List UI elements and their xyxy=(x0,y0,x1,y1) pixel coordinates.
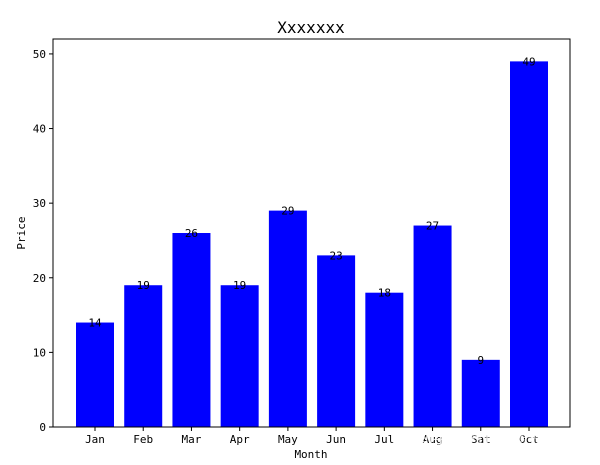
x-tick-label-oct: Oct xyxy=(519,433,539,446)
x-tick-label-aug: Aug xyxy=(423,433,443,446)
plot-frame xyxy=(52,38,571,428)
bar-feb xyxy=(124,285,163,427)
x-axis-ticks: Jan Feb Mar Apr May Jun Jul Aug Sat Oct xyxy=(85,427,539,446)
bar-mar xyxy=(172,233,211,427)
bar-value-label-aug: 27 xyxy=(426,220,439,233)
x-tick-label-mar: Mar xyxy=(182,433,202,446)
bar-jan xyxy=(76,322,114,427)
y-tick-label-0: 0 xyxy=(39,421,46,434)
x-tick-label-feb: Feb xyxy=(133,433,153,446)
y-axis-label: Price xyxy=(15,216,28,249)
bar-sat xyxy=(461,359,500,427)
bar-may xyxy=(268,210,307,427)
x-tick-label-may: May xyxy=(278,433,298,446)
watermark: 知乎 @村长只想养生 xyxy=(418,430,558,448)
bar-value-label-feb: 19 xyxy=(137,279,150,292)
x-tick-label-jul: Jul xyxy=(374,433,394,446)
bar-value-label-mar: 26 xyxy=(185,227,198,240)
bar-aug xyxy=(413,225,452,427)
y-tick-label-20: 20 xyxy=(33,272,46,285)
bar-value-label-may: 29 xyxy=(281,205,294,218)
bar-oct xyxy=(510,61,548,428)
bar-value-label-oct: 49 xyxy=(522,55,535,68)
y-tick-label-30: 30 xyxy=(33,197,46,210)
bar-jun xyxy=(317,255,356,427)
y-axis-ticks: 0 10 20 30 40 50 xyxy=(33,48,53,434)
bars-group xyxy=(76,61,548,428)
x-tick-label-sat: Sat xyxy=(471,433,491,446)
bar-value-label-jan: 14 xyxy=(88,317,102,330)
bar-labels-group: 14 19 26 19 29 23 18 27 9 49 xyxy=(88,55,535,366)
y-tick-label-50: 50 xyxy=(33,48,46,61)
bar-value-label-jun: 23 xyxy=(329,249,342,262)
x-tick-label-jun: Jun xyxy=(326,433,346,446)
chart-title: Xxxxxxx xyxy=(277,18,345,37)
y-tick-label-10: 10 xyxy=(33,346,46,359)
x-tick-label-jan: Jan xyxy=(85,433,105,446)
x-axis-label: Month xyxy=(294,448,327,461)
bar-jul xyxy=(365,292,404,427)
bar-apr xyxy=(220,285,259,427)
bar-value-label-apr: 19 xyxy=(233,279,246,292)
y-tick-label-40: 40 xyxy=(33,123,46,136)
bar-value-label-jul: 18 xyxy=(378,287,391,300)
bar-value-label-sat: 9 xyxy=(477,354,484,367)
x-tick-label-apr: Apr xyxy=(230,433,250,446)
